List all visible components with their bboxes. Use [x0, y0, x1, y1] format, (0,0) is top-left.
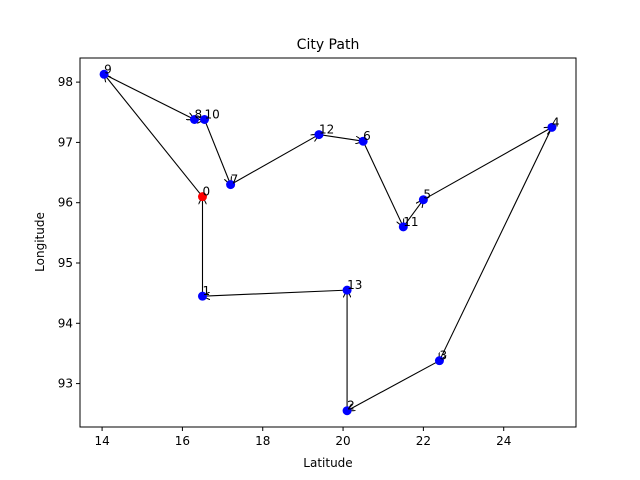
city-label-12: 12	[319, 123, 334, 137]
path-arrow-5-to-4	[423, 127, 552, 201]
city-label-1: 1	[202, 284, 210, 298]
chart-title: City Path	[297, 37, 360, 53]
city-label-10: 10	[205, 108, 220, 122]
city-point-13	[342, 285, 352, 295]
city-label-7: 7	[231, 173, 239, 187]
city-point-0	[197, 192, 207, 202]
y-tick-label: 96	[58, 196, 73, 210]
city-label-9: 9	[104, 62, 112, 76]
city-point-4	[547, 122, 557, 132]
city-label-0: 0	[202, 185, 210, 199]
x-axis-ticks: 14 16 18 20 22 24	[94, 427, 511, 448]
path-arrow-9-to-8	[103, 73, 194, 119]
city-point-10	[200, 115, 210, 124]
city-point-11	[398, 222, 408, 232]
plot-frame	[79, 57, 577, 428]
y-tick-label: 94	[58, 316, 73, 330]
city-label-13: 13	[347, 278, 362, 292]
path-arrow-6-to-11	[362, 140, 403, 227]
x-axis-label: Latitude	[303, 456, 352, 470]
x-tick-label: 24	[496, 434, 511, 448]
city-point-5	[418, 195, 428, 205]
city-point-6	[358, 136, 368, 146]
path-arrow-11-to-5	[402, 200, 423, 228]
plot-area	[80, 58, 576, 427]
city-point-7	[226, 180, 236, 190]
city-label-6: 6	[363, 129, 371, 143]
path-arrow-7-to-12	[230, 135, 319, 186]
city-label-5: 5	[423, 188, 431, 202]
y-axis-label: Longitude	[33, 212, 47, 272]
city-point-8	[189, 115, 199, 124]
city-label-4: 4	[552, 115, 560, 129]
x-tick-label: 18	[255, 434, 270, 448]
x-tick-label: 22	[416, 434, 431, 448]
path-arrow-10-to-7	[203, 119, 231, 185]
path-arrow-0-to-9	[104, 74, 203, 198]
city-label-3: 3	[439, 349, 447, 363]
city-point-3	[434, 356, 444, 366]
city-point-12	[314, 130, 324, 140]
x-tick-label: 20	[335, 434, 350, 448]
path-arrow-13-to-1	[202, 289, 348, 296]
city-points	[99, 69, 557, 416]
city-label-8: 8	[194, 108, 202, 122]
y-tick-label: 98	[58, 75, 73, 89]
path-arrow-3-to-2	[347, 360, 440, 411]
city-label-2: 2	[347, 399, 355, 413]
x-tick-label: 14	[94, 434, 109, 448]
y-tick-label: 93	[58, 377, 73, 391]
city-point-2	[342, 406, 352, 416]
city-label-11: 11	[403, 215, 418, 229]
path-arrow-4-to-3	[439, 127, 553, 360]
y-axis-ticks: 93 94 95 96 97 98	[58, 75, 80, 391]
city-point-1	[197, 291, 207, 301]
y-tick-label: 95	[58, 256, 73, 270]
city-point-9	[99, 69, 109, 79]
path-arrow-12-to-6	[318, 134, 363, 142]
x-tick-label: 16	[175, 434, 190, 448]
y-tick-label: 97	[58, 135, 73, 149]
